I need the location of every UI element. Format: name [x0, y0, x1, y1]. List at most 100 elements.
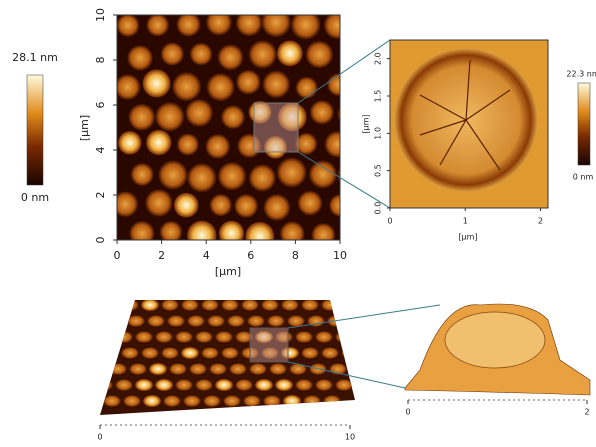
surface-grain: [101, 347, 119, 359]
colorbar-zoom: [578, 83, 590, 165]
surface-grain: [203, 395, 221, 407]
surface-grain: [115, 379, 133, 391]
surface-grain: [301, 299, 319, 311]
surface-grain: [101, 299, 119, 311]
surface-grain: [303, 395, 321, 407]
grain: [187, 163, 216, 192]
surface-grain: [95, 331, 113, 343]
surface-grain: [275, 379, 293, 391]
surface-grain: [149, 363, 167, 375]
grain: [291, 10, 321, 40]
surface-grain: [249, 363, 267, 375]
surface-grain: [315, 331, 333, 343]
grain: [236, 70, 261, 95]
surface-grain: [227, 315, 245, 327]
grain: [127, 45, 153, 71]
surface-grain: [147, 315, 165, 327]
grain: [236, 10, 262, 36]
surface-grain: [141, 347, 159, 359]
surface-grain: [215, 379, 233, 391]
colorbar-zoom-min: 0 nm: [573, 173, 594, 182]
surface-grain: [135, 331, 153, 343]
y-tick-label: 10: [94, 8, 107, 22]
grain: [187, 221, 216, 250]
surface-grain: [103, 395, 121, 407]
surface-grain: [175, 379, 193, 391]
surface-grain: [201, 347, 219, 359]
grain: [118, 131, 141, 154]
x-tick-label: 2: [158, 249, 165, 262]
grain: [280, 221, 305, 246]
tick-label: 0: [97, 433, 102, 442]
surface-grain: [323, 395, 341, 407]
grain: [158, 160, 187, 189]
surface-grain: [155, 331, 173, 343]
grain: [131, 163, 154, 186]
grain: [143, 69, 171, 97]
surface-grain: [195, 331, 213, 343]
tick-label: 2: [584, 408, 589, 417]
surface-grain: [187, 315, 205, 327]
surface-grain: [155, 379, 173, 391]
surface-grain: [209, 363, 227, 375]
x-tick-label: 10: [333, 249, 347, 262]
grain: [310, 100, 334, 124]
grain: [185, 99, 213, 127]
surface-grain: [83, 395, 101, 407]
surface-grain: [261, 299, 279, 311]
grain: [176, 12, 200, 36]
surface-grain: [295, 331, 313, 343]
surface-grain: [161, 299, 179, 311]
y-tick-label: 0.5: [374, 164, 383, 177]
grain: [249, 40, 277, 68]
grain: [221, 105, 245, 129]
grain: [342, 225, 367, 250]
surface-grain: [223, 395, 241, 407]
grain: [324, 131, 350, 157]
grain: [296, 77, 318, 99]
grain: [277, 41, 303, 67]
grain: [327, 73, 350, 96]
surface-grain: [161, 347, 179, 359]
grain: [324, 12, 351, 39]
grain: [174, 193, 199, 218]
x-tick-label: 0: [387, 217, 392, 226]
surface-grain: [141, 299, 159, 311]
surface-grain: [129, 363, 147, 375]
grain-3d: [445, 312, 545, 368]
surface-grain: [335, 331, 353, 343]
y-tick-label: 8: [94, 57, 107, 64]
surface-grain: [283, 395, 301, 407]
zoom-box: [254, 103, 298, 152]
grain: [145, 189, 172, 216]
x-tick-label: 8: [292, 249, 299, 262]
grain: [342, 41, 368, 67]
y-tick-label: 2.0: [374, 52, 383, 65]
surface-grain: [215, 331, 233, 343]
grain: [263, 71, 290, 98]
x-tick-label: 1: [463, 217, 468, 226]
grain: [234, 194, 258, 218]
surface-grain: [289, 363, 307, 375]
zoom-x-label: [µm]: [458, 233, 477, 242]
zoom-y-label: [µm]: [362, 114, 371, 133]
surface-grain: [127, 315, 145, 327]
grain: [218, 44, 244, 70]
figure: 28.1 nm 0 nm [µm] [µm] [µm] [µm] 22.3 nm…: [0, 0, 596, 443]
x-tick-label: 0: [114, 249, 121, 262]
grain: [261, 8, 291, 38]
surface-grain: [201, 299, 219, 311]
surface-grain: [269, 363, 287, 375]
surface-grain: [341, 347, 359, 359]
surface-grain: [241, 299, 259, 311]
colorbar-zoom-max: 22.3 nm: [566, 70, 596, 79]
grain: [245, 222, 274, 251]
grain: [146, 14, 169, 37]
grain: [116, 14, 139, 37]
surface-grain: [287, 315, 305, 327]
y-tick-label: 4: [94, 147, 107, 154]
surface-grain: [281, 299, 299, 311]
surface-grain: [89, 363, 107, 375]
surface-grain: [221, 347, 239, 359]
y-tick-label: 1.5: [374, 90, 383, 103]
